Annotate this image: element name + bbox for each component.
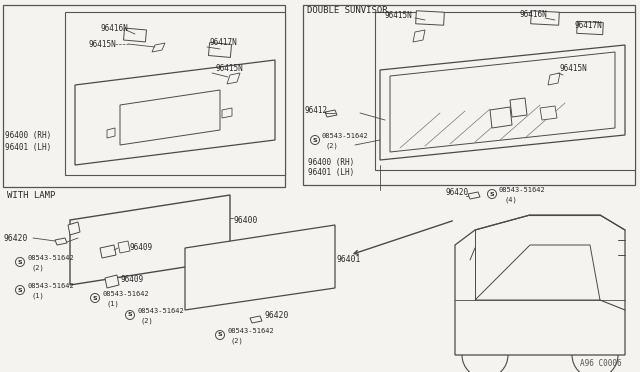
- Text: 96412: 96412: [305, 106, 328, 115]
- Text: (2): (2): [31, 265, 44, 271]
- Text: S: S: [18, 260, 22, 264]
- Text: 08543-51642: 08543-51642: [227, 328, 274, 334]
- Text: S: S: [218, 333, 222, 337]
- Text: (2): (2): [231, 338, 244, 344]
- Polygon shape: [107, 128, 115, 138]
- Polygon shape: [325, 110, 337, 117]
- Text: (4): (4): [505, 197, 518, 203]
- Text: 96416N: 96416N: [520, 10, 548, 19]
- Polygon shape: [68, 222, 80, 235]
- Circle shape: [488, 189, 497, 199]
- Text: (1): (1): [106, 301, 119, 307]
- Text: 96420: 96420: [265, 311, 289, 321]
- Circle shape: [310, 135, 319, 144]
- Polygon shape: [250, 316, 262, 323]
- Polygon shape: [185, 225, 335, 310]
- Polygon shape: [55, 238, 67, 245]
- Polygon shape: [118, 241, 130, 253]
- Polygon shape: [510, 98, 527, 117]
- Circle shape: [15, 285, 24, 295]
- Text: 96401 (LH): 96401 (LH): [5, 142, 51, 151]
- Text: 08543-51642: 08543-51642: [102, 291, 148, 297]
- Text: 96415N: 96415N: [560, 64, 588, 73]
- Polygon shape: [475, 245, 600, 300]
- Polygon shape: [152, 43, 165, 52]
- Text: 96415N: 96415N: [215, 64, 243, 73]
- Circle shape: [462, 332, 508, 372]
- Text: 96416N: 96416N: [100, 23, 128, 32]
- Text: S: S: [128, 312, 132, 317]
- Text: S: S: [313, 138, 317, 142]
- Text: WITH LAMP: WITH LAMP: [7, 190, 56, 199]
- Text: S: S: [18, 288, 22, 292]
- Polygon shape: [75, 60, 275, 165]
- Text: 96400 (RH): 96400 (RH): [5, 131, 51, 140]
- Circle shape: [15, 257, 24, 266]
- Circle shape: [572, 332, 618, 372]
- Polygon shape: [455, 215, 625, 355]
- Text: 96415N: 96415N: [88, 39, 116, 48]
- Text: 08543-51642: 08543-51642: [499, 187, 546, 193]
- Polygon shape: [222, 108, 232, 118]
- Circle shape: [216, 330, 225, 340]
- Text: 96401 (LH): 96401 (LH): [308, 167, 355, 176]
- Text: 08543-51642: 08543-51642: [27, 255, 74, 261]
- Polygon shape: [548, 73, 560, 85]
- Text: 96415N: 96415N: [385, 10, 413, 19]
- Text: (1): (1): [31, 293, 44, 299]
- Polygon shape: [531, 11, 559, 25]
- Text: S: S: [93, 295, 97, 301]
- Polygon shape: [209, 42, 232, 57]
- Text: 96400 (RH): 96400 (RH): [308, 157, 355, 167]
- Polygon shape: [415, 11, 444, 25]
- Polygon shape: [124, 28, 147, 42]
- Bar: [303, 5, 635, 185]
- Text: 96400: 96400: [233, 215, 257, 224]
- Polygon shape: [468, 192, 480, 199]
- Text: (2): (2): [326, 143, 339, 149]
- Polygon shape: [70, 195, 230, 285]
- Bar: [3, 5, 285, 187]
- Text: 96401: 96401: [337, 256, 362, 264]
- Text: 08543-51642: 08543-51642: [137, 308, 184, 314]
- Text: S: S: [490, 192, 494, 196]
- Polygon shape: [540, 106, 557, 120]
- Text: DOUBLE SUNVISOR: DOUBLE SUNVISOR: [307, 6, 388, 15]
- Polygon shape: [120, 90, 220, 145]
- Polygon shape: [490, 107, 512, 128]
- Text: 96420: 96420: [3, 234, 28, 243]
- Polygon shape: [390, 52, 615, 152]
- Text: 96409: 96409: [120, 276, 143, 285]
- Bar: [65, 12, 285, 175]
- Polygon shape: [413, 30, 425, 42]
- Bar: [375, 12, 635, 170]
- Text: 08543-51642: 08543-51642: [322, 133, 369, 139]
- Text: 08543-51642: 08543-51642: [27, 283, 74, 289]
- Text: 96409: 96409: [130, 244, 153, 253]
- Text: 96420: 96420: [446, 187, 469, 196]
- Polygon shape: [105, 275, 119, 288]
- Text: 96417N: 96417N: [575, 20, 603, 29]
- Polygon shape: [227, 73, 240, 84]
- Circle shape: [90, 294, 99, 302]
- Polygon shape: [380, 45, 625, 160]
- Text: A96 C0006: A96 C0006: [580, 359, 621, 369]
- Polygon shape: [100, 245, 116, 258]
- Polygon shape: [577, 21, 604, 35]
- Circle shape: [125, 311, 134, 320]
- Text: (2): (2): [141, 318, 154, 324]
- Text: 96417N: 96417N: [210, 38, 237, 46]
